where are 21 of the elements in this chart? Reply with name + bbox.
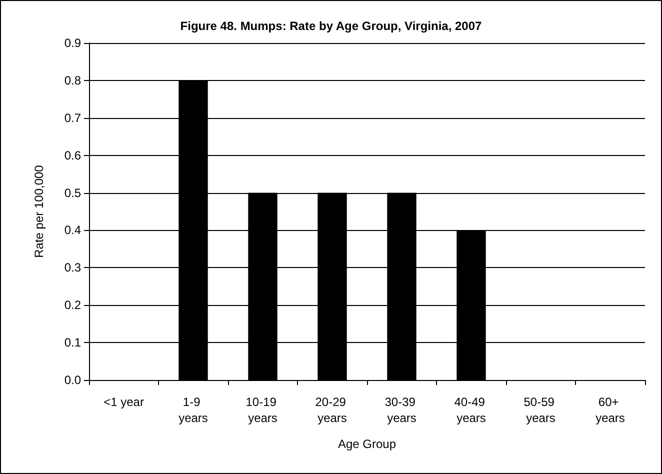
x-tick-label: 60+ years [596, 395, 625, 425]
y-axis-title: Rate per 100,000 [32, 164, 46, 258]
y-tick-label: 0.9 [64, 36, 82, 50]
x-tick-label: 50-59 years [524, 395, 558, 425]
x-tick-label: 40-49 years [454, 395, 488, 425]
y-tick-label: 0.8 [64, 73, 82, 88]
x-tick-label: 20-29 years [315, 395, 350, 425]
x-tick-label: 10-19 years [246, 395, 280, 425]
chart-title: Figure 48. Mumps: Rate by Age Group, Virginia, 2007 [180, 19, 482, 33]
x-tick-label: 30-39 years [384, 395, 419, 425]
y-tick-label: 0.2 [64, 298, 82, 312]
x-tick-label: <1 year [104, 395, 144, 409]
y-tick-label: 0.4 [64, 223, 82, 238]
y-tick-label: 0.7 [64, 110, 82, 125]
y-tick-label: 0.5 [64, 186, 82, 200]
y-tick-label: 0.3 [64, 260, 82, 275]
y-tick-label: 0.0 [64, 373, 82, 387]
x-axis-title: Age Group [338, 437, 396, 451]
y-tick-label: 0.6 [64, 148, 82, 162]
y-tick-label: 0.1 [64, 336, 82, 350]
x-tick-label: 1-9 years [178, 395, 208, 425]
